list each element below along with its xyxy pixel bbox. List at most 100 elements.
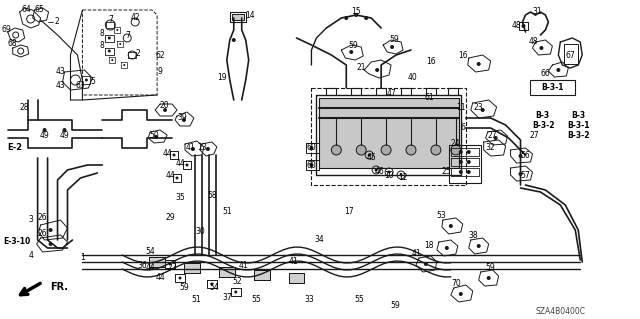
Text: 19: 19 — [217, 73, 227, 83]
Text: 4: 4 — [28, 251, 33, 261]
Text: 7: 7 — [126, 32, 131, 41]
Text: SZA4B0400C: SZA4B0400C — [535, 308, 586, 316]
Circle shape — [179, 277, 182, 279]
Text: 40: 40 — [408, 73, 418, 83]
Text: 41: 41 — [239, 261, 248, 270]
Bar — [219, 267, 235, 277]
Text: 51: 51 — [222, 207, 232, 217]
Circle shape — [477, 244, 481, 248]
Text: 48: 48 — [512, 20, 522, 29]
Text: B-3-1: B-3-1 — [567, 121, 589, 130]
Text: 52: 52 — [232, 278, 241, 286]
Text: 24: 24 — [451, 138, 461, 147]
Text: 49: 49 — [40, 130, 49, 139]
Text: 41: 41 — [185, 144, 195, 152]
Text: 44: 44 — [145, 263, 155, 272]
Text: 55: 55 — [252, 295, 262, 305]
Circle shape — [344, 16, 348, 20]
Circle shape — [459, 170, 463, 174]
Bar — [289, 273, 305, 283]
Text: 28: 28 — [20, 103, 29, 113]
Circle shape — [467, 150, 471, 154]
Text: 43: 43 — [56, 81, 65, 91]
Text: 51: 51 — [191, 295, 201, 305]
Text: 48: 48 — [529, 38, 538, 47]
Circle shape — [163, 108, 167, 112]
Text: 5: 5 — [90, 78, 95, 86]
Text: 34: 34 — [314, 235, 324, 244]
Text: 44: 44 — [165, 172, 175, 181]
Circle shape — [108, 49, 111, 53]
Circle shape — [540, 46, 543, 50]
Text: 41: 41 — [411, 249, 420, 258]
Text: 44: 44 — [162, 149, 172, 158]
Circle shape — [481, 108, 484, 112]
Text: 61: 61 — [424, 93, 434, 102]
Circle shape — [332, 145, 341, 155]
Text: 35: 35 — [175, 192, 185, 202]
Text: 59: 59 — [389, 35, 399, 44]
Circle shape — [356, 145, 366, 155]
Bar — [531, 80, 575, 95]
Bar — [319, 98, 459, 168]
Circle shape — [154, 135, 158, 139]
Text: 56: 56 — [520, 151, 531, 160]
Text: 26: 26 — [38, 228, 47, 238]
Circle shape — [467, 160, 471, 164]
Text: 64: 64 — [22, 5, 31, 14]
Circle shape — [309, 163, 314, 167]
Text: 8: 8 — [100, 41, 105, 50]
Text: 18: 18 — [424, 241, 434, 249]
Text: 9: 9 — [157, 68, 163, 77]
Text: 7: 7 — [108, 16, 113, 25]
Text: B-3-1: B-3-1 — [541, 84, 564, 93]
Circle shape — [431, 145, 441, 155]
Bar — [219, 267, 235, 277]
Text: 20: 20 — [159, 101, 169, 110]
Text: 8: 8 — [100, 29, 105, 39]
Text: 37: 37 — [222, 293, 232, 302]
Bar — [184, 263, 200, 273]
Text: 63: 63 — [76, 80, 85, 90]
Text: 59: 59 — [348, 41, 358, 50]
Text: 62: 62 — [156, 50, 165, 60]
Text: 60: 60 — [307, 160, 316, 169]
Text: 31: 31 — [532, 8, 542, 17]
Text: 47: 47 — [386, 88, 396, 98]
Text: 53: 53 — [436, 211, 445, 220]
Text: 46: 46 — [374, 167, 384, 176]
Circle shape — [522, 24, 525, 28]
Circle shape — [186, 164, 188, 167]
Text: 25: 25 — [441, 167, 451, 176]
Circle shape — [349, 50, 353, 54]
Circle shape — [459, 292, 463, 296]
Text: 65: 65 — [35, 4, 45, 13]
Text: 3: 3 — [28, 216, 33, 225]
Text: 41: 41 — [289, 257, 298, 266]
Text: B-3-2: B-3-2 — [532, 121, 555, 130]
Bar — [149, 257, 165, 267]
Circle shape — [116, 29, 118, 31]
Text: 44: 44 — [175, 159, 185, 167]
Text: 55: 55 — [355, 295, 364, 305]
Circle shape — [182, 118, 186, 122]
Circle shape — [49, 228, 52, 232]
Circle shape — [375, 68, 379, 72]
Text: 1: 1 — [80, 254, 85, 263]
Circle shape — [49, 242, 52, 246]
Circle shape — [175, 176, 179, 180]
Text: 45: 45 — [366, 153, 376, 162]
Circle shape — [449, 224, 453, 228]
Text: 39: 39 — [177, 114, 187, 122]
Circle shape — [355, 13, 358, 17]
Circle shape — [445, 246, 449, 250]
Circle shape — [477, 62, 481, 66]
Text: 54: 54 — [145, 248, 155, 256]
Circle shape — [518, 172, 522, 176]
Text: 67: 67 — [565, 50, 575, 60]
Circle shape — [232, 38, 236, 42]
Text: E-3-10: E-3-10 — [3, 238, 30, 247]
Text: 54: 54 — [209, 284, 219, 293]
Circle shape — [364, 16, 368, 20]
Circle shape — [234, 291, 237, 293]
